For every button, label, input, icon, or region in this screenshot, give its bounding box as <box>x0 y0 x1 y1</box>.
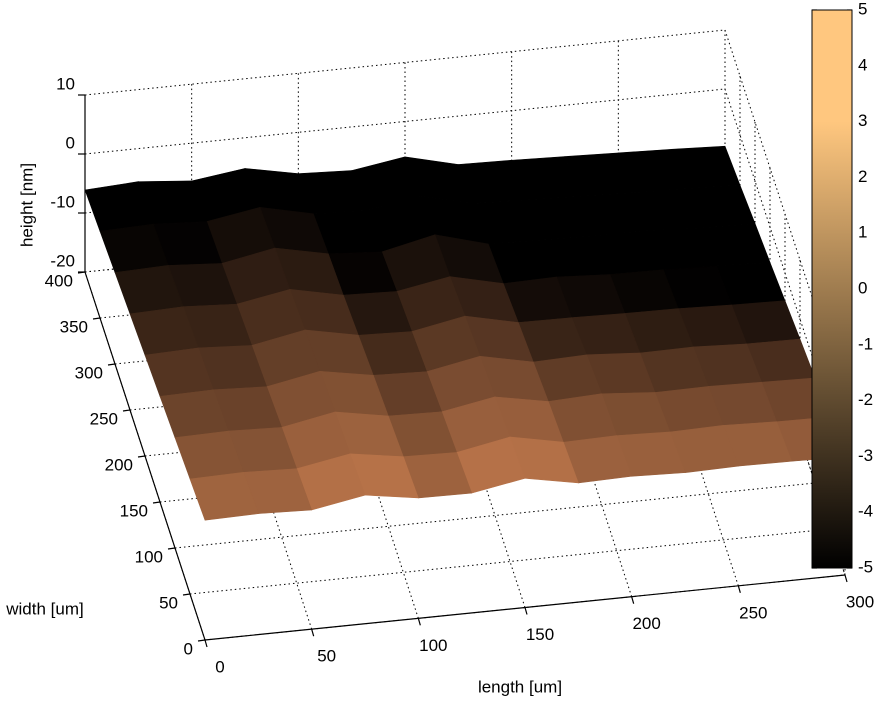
x-tick-label: 0 <box>215 657 224 676</box>
x-tick-label: 250 <box>739 603 767 622</box>
y-tick-label: 250 <box>90 409 118 428</box>
y-tick <box>92 317 101 320</box>
colorbar-tick-label: 4 <box>858 55 867 74</box>
z-tick-label: 0 <box>66 133 75 152</box>
grid-line <box>189 528 831 595</box>
x-tick-label: 50 <box>317 647 336 666</box>
x-tick <box>204 639 208 648</box>
x-axis-label: length [um] <box>478 677 562 696</box>
grid-line <box>84 88 726 155</box>
colorbar-tick-label: -1 <box>858 334 873 353</box>
y-tick-label: 150 <box>120 501 148 520</box>
colorbar-tick-label: -2 <box>858 390 873 409</box>
colorbar-tick-label: 0 <box>858 278 867 297</box>
colorbar-tick-label: -3 <box>858 446 873 465</box>
x-tick-label: 300 <box>846 592 874 611</box>
y-tick-label: 400 <box>45 271 73 290</box>
y-tick-label: 0 <box>184 639 193 658</box>
surface <box>84 145 846 521</box>
x-tick <box>311 629 315 637</box>
y-tick-label: 50 <box>159 593 178 612</box>
x-tick-label: 100 <box>419 636 447 655</box>
y-tick <box>122 409 131 412</box>
colorbar-tick-label: 1 <box>858 223 867 242</box>
y-tick <box>152 501 161 504</box>
y-tick <box>182 593 191 596</box>
y-tick <box>197 639 206 642</box>
colorbar-tick-label: -5 <box>858 557 873 576</box>
colorbar-tick-label: -4 <box>858 502 873 521</box>
z-tick-label: 10 <box>56 74 75 93</box>
z-tick-label: -20 <box>50 251 75 270</box>
z-tick-label: -10 <box>50 192 75 211</box>
y-tick-label: 200 <box>105 455 133 474</box>
grid-line <box>174 482 816 549</box>
x-tick <box>631 596 635 604</box>
grid-line <box>724 88 846 458</box>
x-tick-label: 200 <box>632 614 660 633</box>
y-tick-label: 350 <box>60 317 88 336</box>
y-axis-label: width [um] <box>5 599 83 618</box>
axes: 0501001502002503000501001502002503003504… <box>45 0 875 676</box>
x-tick-label: 150 <box>526 625 554 644</box>
x-tick <box>417 618 421 626</box>
y-tick <box>107 363 116 366</box>
y-tick <box>137 455 146 458</box>
y-tick-label: 100 <box>135 547 163 566</box>
colorbar-tick-label: 3 <box>858 111 867 130</box>
y-tick <box>167 547 176 550</box>
z-axis-label: height [nm] <box>17 163 36 247</box>
grid-line <box>84 29 726 96</box>
colorbar-tick-label: 5 <box>858 0 867 18</box>
x-tick <box>844 574 848 583</box>
x-tick <box>737 585 741 593</box>
colorbar-tick-label: 2 <box>858 167 867 186</box>
colorbar <box>811 9 853 569</box>
x-tick <box>524 607 528 615</box>
y-tick-label: 300 <box>75 363 103 382</box>
surface-cell <box>189 472 259 521</box>
grid-line <box>724 29 846 399</box>
